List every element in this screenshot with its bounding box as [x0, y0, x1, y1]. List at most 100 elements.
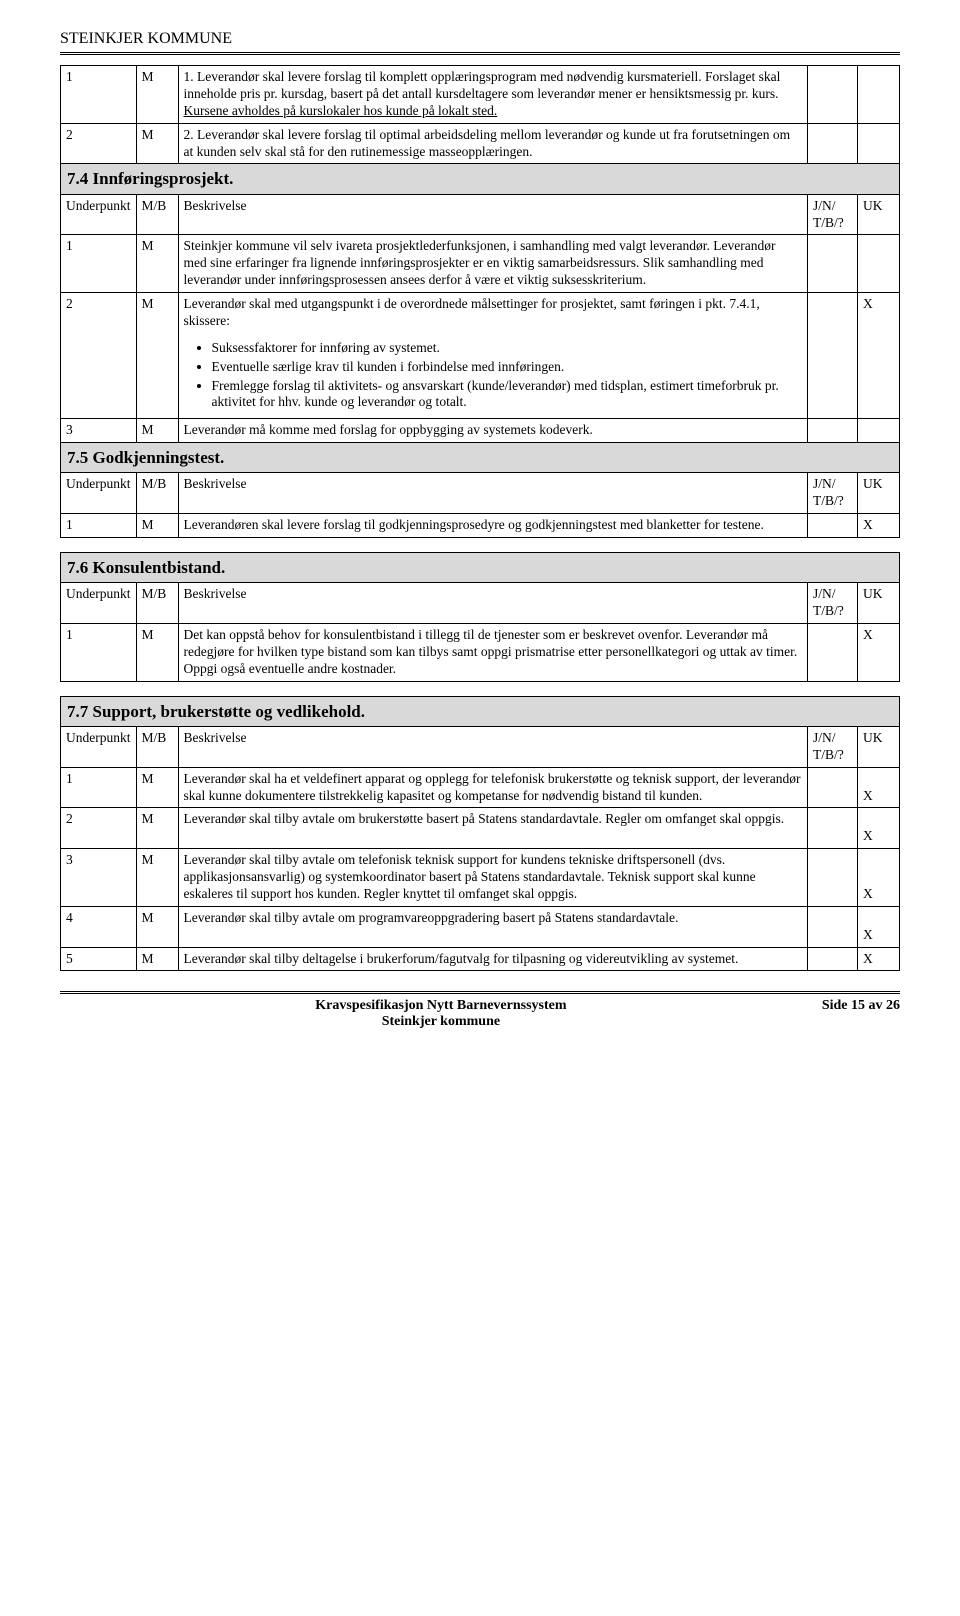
cell-uk: X — [858, 624, 900, 682]
page-header: STEINKJER KOMMUNE — [60, 30, 900, 48]
desc-intro: Leverandør skal med utgangspunkt i de ov… — [184, 296, 803, 330]
cell-uk: X — [858, 947, 900, 971]
table-row: 1 M 1. Leverandør skal levere forslag ti… — [61, 66, 900, 124]
cell-mb: M — [136, 293, 178, 419]
table-row: 2 M 2. Leverandør skal levere forslag ti… — [61, 123, 900, 164]
table-row: 3 M Leverandør må komme med forslag for … — [61, 419, 900, 443]
cell-uk — [858, 419, 900, 443]
header-underpunkt: Underpunkt — [61, 726, 137, 767]
cell-jn — [808, 808, 858, 849]
header-mb: M/B — [136, 726, 178, 767]
header-jn: J/N/ T/B/? — [808, 583, 858, 624]
cell-underpunkt: 4 — [61, 906, 137, 947]
section-heading-7-4: 7.4 Innføringsprosjekt. — [61, 164, 900, 194]
cell-desc: Leverandør skal tilby avtale om programv… — [178, 906, 808, 947]
table-header-row: Underpunkt M/B Beskrivelse J/N/ T/B/? UK — [61, 583, 900, 624]
cell-underpunkt: 2 — [61, 293, 137, 419]
cell-desc: Leverandør skal tilby avtale om telefoni… — [178, 849, 808, 907]
cell-underpunkt: 2 — [61, 123, 137, 164]
cell-desc: Leverandør skal tilby avtale om brukerst… — [178, 808, 808, 849]
cell-underpunkt: 5 — [61, 947, 137, 971]
cell-jn — [808, 514, 858, 538]
table-row: 2 M Leverandør skal med utgangspunkt i d… — [61, 293, 900, 419]
cell-mb: M — [136, 419, 178, 443]
table-row: 4 M Leverandør skal tilby avtale om prog… — [61, 906, 900, 947]
cell-mb: M — [136, 514, 178, 538]
cell-desc: Leverandør skal med utgangspunkt i de ov… — [178, 293, 808, 419]
list-item: Fremlegge forslag til aktivitets- og ans… — [212, 378, 803, 412]
table-7-7: 7.7 Support, brukerstøtte og vedlikehold… — [60, 696, 900, 972]
list-item: Suksessfaktorer for innføring av systeme… — [212, 340, 803, 357]
cell-uk — [858, 66, 900, 124]
cell-uk: X — [858, 808, 900, 849]
cell-jn — [808, 947, 858, 971]
cell-underpunkt: 2 — [61, 808, 137, 849]
table-row: 1 M Leverandøren skal levere forslag til… — [61, 514, 900, 538]
cell-desc: Leverandør skal ha et veldefinert appara… — [178, 767, 808, 808]
section-heading-7-5: 7.5 Godkjenningstest. — [61, 443, 900, 473]
cell-underpunkt: 1 — [61, 767, 137, 808]
table-block-1: 1 M 1. Leverandør skal levere forslag ti… — [60, 65, 900, 538]
header-uk: UK — [858, 583, 900, 624]
table-header-row: Underpunkt M/B Beskrivelse J/N/ T/B/? UK — [61, 726, 900, 767]
cell-jn — [808, 906, 858, 947]
header-uk: UK — [858, 726, 900, 767]
cell-desc: Det kan oppstå behov for konsulentbistan… — [178, 624, 808, 682]
footer-line1: Kravspesifikasjon Nytt Barnevernssystem — [315, 998, 566, 1013]
cell-desc: Leverandør skal tilby deltagelse i bruke… — [178, 947, 808, 971]
cell-underpunkt: 1 — [61, 514, 137, 538]
table-7-6: 7.6 Konsulentbistand. Underpunkt M/B Bes… — [60, 552, 900, 682]
cell-mb: M — [136, 906, 178, 947]
header-mb: M/B — [136, 194, 178, 235]
spacer — [60, 682, 900, 696]
cell-uk: X — [858, 293, 900, 419]
cell-jn — [808, 419, 858, 443]
cell-underpunkt: 3 — [61, 419, 137, 443]
header-jn: J/N/ T/B/? — [808, 726, 858, 767]
footer-page: Side 15 av 26 — [822, 998, 900, 1030]
cell-mb: M — [136, 947, 178, 971]
bullet-list: Suksessfaktorer for innføring av systeme… — [212, 340, 803, 412]
cell-underpunkt: 1 — [61, 66, 137, 124]
spacer — [60, 538, 900, 552]
cell-uk: X — [858, 849, 900, 907]
cell-mb: M — [136, 849, 178, 907]
cell-mb: M — [136, 66, 178, 124]
cell-jn — [808, 767, 858, 808]
header-underpunkt: Underpunkt — [61, 194, 137, 235]
cell-jn — [808, 123, 858, 164]
header-jn: J/N/ T/B/? — [808, 473, 858, 514]
table-row: 5 M Leverandør skal tilby deltagelse i b… — [61, 947, 900, 971]
cell-uk — [858, 123, 900, 164]
cell-mb: M — [136, 235, 178, 293]
header-underpunkt: Underpunkt — [61, 473, 137, 514]
cell-uk: X — [858, 514, 900, 538]
header-uk: UK — [858, 194, 900, 235]
cell-mb: M — [136, 808, 178, 849]
section-heading-7-6: 7.6 Konsulentbistand. — [61, 553, 900, 583]
header-beskrivelse: Beskrivelse — [178, 473, 808, 514]
desc-underlined: Kursene avholdes på kurslokaler hos kund… — [184, 103, 498, 118]
header-beskrivelse: Beskrivelse — [178, 194, 808, 235]
section-heading-7-7: 7.7 Support, brukerstøtte og vedlikehold… — [61, 696, 900, 726]
section-title: 7.5 Godkjenningstest. — [61, 443, 900, 473]
cell-jn — [808, 66, 858, 124]
header-jn: J/N/ T/B/? — [808, 194, 858, 235]
cell-mb: M — [136, 123, 178, 164]
cell-mb: M — [136, 624, 178, 682]
cell-underpunkt: 3 — [61, 849, 137, 907]
header-mb: M/B — [136, 473, 178, 514]
cell-jn — [808, 235, 858, 293]
table-row: 1 M Leverandør skal ha et veldefinert ap… — [61, 767, 900, 808]
cell-desc: Steinkjer kommune vil selv ivareta prosj… — [178, 235, 808, 293]
desc-text: 1. Leverandør skal levere forslag til ko… — [184, 69, 781, 101]
cell-uk — [858, 235, 900, 293]
table-row: 1 M Steinkjer kommune vil selv ivareta p… — [61, 235, 900, 293]
header-uk: UK — [858, 473, 900, 514]
table-row: 3 M Leverandør skal tilby avtale om tele… — [61, 849, 900, 907]
cell-jn — [808, 624, 858, 682]
footer-rule — [60, 991, 900, 994]
header-underpunkt: Underpunkt — [61, 583, 137, 624]
cell-desc: Leverandøren skal levere forslag til god… — [178, 514, 808, 538]
cell-underpunkt: 1 — [61, 235, 137, 293]
